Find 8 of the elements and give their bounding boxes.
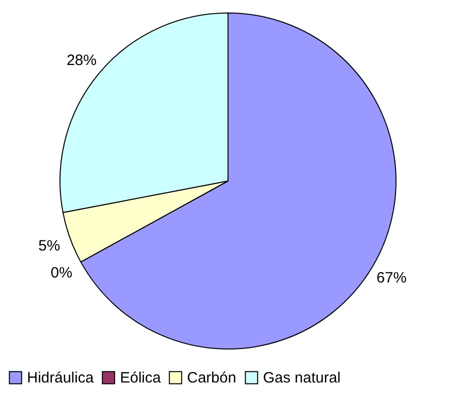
data-label: 28% bbox=[66, 52, 97, 69]
text: 0% bbox=[50, 264, 72, 282]
legend-label: Hidráulica bbox=[27, 370, 94, 387]
legend-label: Carbón bbox=[187, 370, 236, 387]
data-label: 5% bbox=[38, 237, 60, 254]
legend-label: Eólica bbox=[120, 370, 162, 387]
legend-label: Gas natural bbox=[263, 370, 341, 387]
data-label: 67% bbox=[376, 270, 407, 287]
